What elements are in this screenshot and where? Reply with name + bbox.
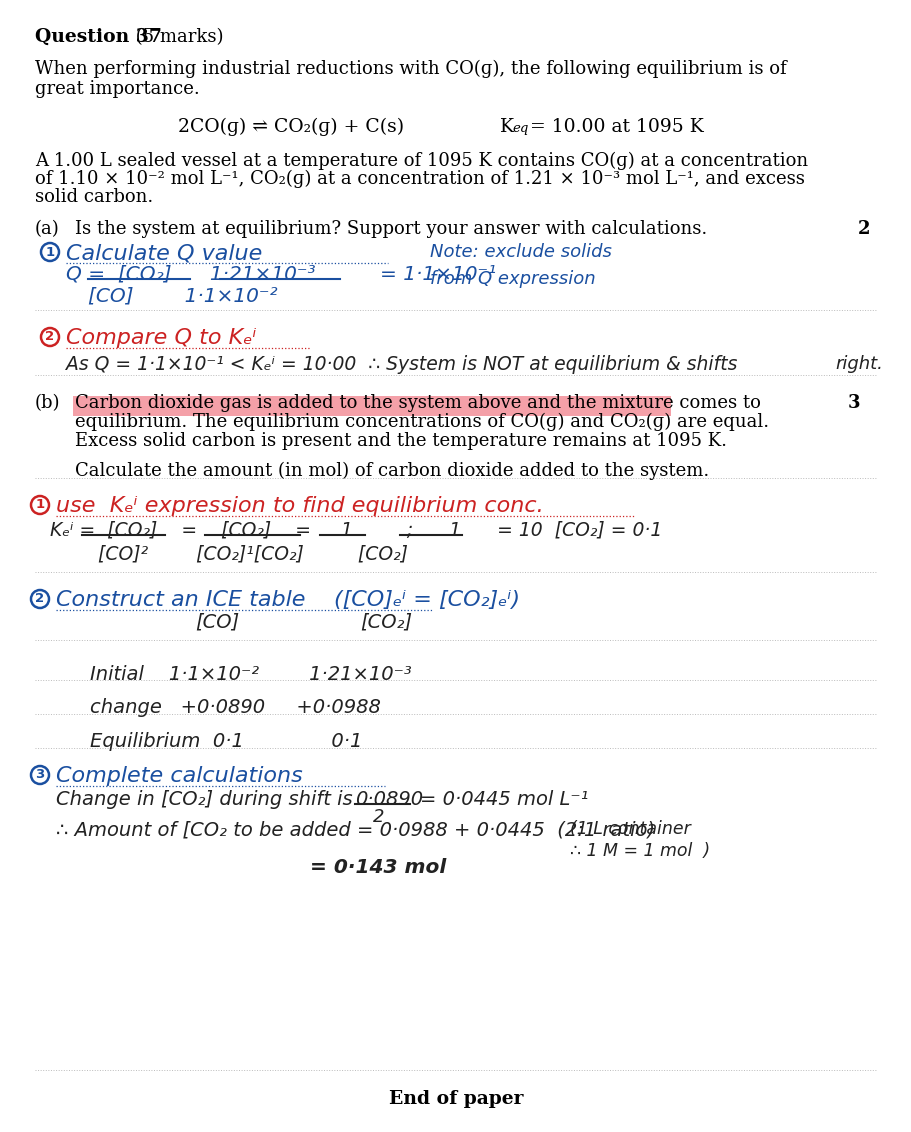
Text: [CO]²        [CO₂]¹[CO₂]         [CO₂]: [CO]² [CO₂]¹[CO₂] [CO₂]: [50, 544, 407, 564]
Text: End of paper: End of paper: [388, 1090, 523, 1108]
Text: = 0·143 mol: = 0·143 mol: [310, 858, 445, 877]
Text: Complete calculations: Complete calculations: [56, 766, 302, 786]
Text: 1: 1: [36, 498, 45, 512]
Text: (a): (a): [35, 220, 60, 238]
Text: 2: 2: [46, 331, 55, 343]
Text: Initial    1·1×10⁻²        1·21×10⁻³: Initial 1·1×10⁻² 1·21×10⁻³: [90, 664, 411, 684]
Text: use  Kₑⁱ expression to find equilibrium conc.: use Kₑⁱ expression to find equilibrium c…: [56, 496, 543, 516]
Text: A 1.00 L sealed vessel at a temperature of 1095 K contains CO(ɡ) at a concentrat: A 1.00 L sealed vessel at a temperature …: [35, 152, 807, 170]
Text: [CO]: [CO]: [195, 612, 239, 631]
Text: equilibrium. The equilibrium concentrations of CO(ɡ) and CO₂(ɡ) are equal.: equilibrium. The equilibrium concentrati…: [75, 413, 768, 431]
Text: Compare Q to Kₑⁱ: Compare Q to Kₑⁱ: [66, 328, 256, 348]
Text: Question 37: Question 37: [35, 28, 161, 46]
Text: K: K: [499, 118, 514, 136]
Text: change   +0·0890     +0·0988: change +0·0890 +0·0988: [90, 698, 381, 717]
Text: Q =  [CO₂]      1·21×10⁻³: Q = [CO₂] 1·21×10⁻³: [66, 265, 315, 284]
Text: 2: 2: [856, 220, 869, 238]
Text: Excess solid carbon is present and the temperature remains at 1095 K.: Excess solid carbon is present and the t…: [75, 432, 726, 451]
Text: 3: 3: [36, 769, 45, 781]
Text: Note: exclude solids: Note: exclude solids: [429, 243, 611, 261]
Text: 2CO(ɡ) ⇌ CO₂(ɡ) + C(ѕ): 2CO(ɡ) ⇌ CO₂(ɡ) + C(ѕ): [178, 118, 404, 136]
Text: from Q expression: from Q expression: [429, 271, 595, 288]
Text: Calculate Q value: Calculate Q value: [66, 243, 262, 263]
Text: ∴ 1 M = 1 mol  ): ∴ 1 M = 1 mol ): [569, 842, 710, 860]
Text: (5 marks): (5 marks): [130, 28, 223, 46]
Text: solid carbon.: solid carbon.: [35, 188, 153, 206]
Text: Is the system at equilibrium? Support your answer with calculations.: Is the system at equilibrium? Support yo…: [75, 220, 706, 238]
Text: (b): (b): [35, 394, 60, 412]
Text: ∴ Amount of [CO₂ to be added = 0·0988 + 0·0445  (2:1 ratio): ∴ Amount of [CO₂ to be added = 0·0988 + …: [56, 820, 654, 839]
Text: Kₑⁱ =  [CO₂]    =    [CO₂]    =     1         ;      1      = 10  [CO₂] = 0·1: Kₑⁱ = [CO₂] = [CO₂] = 1 ; 1 = 10 [CO₂] =…: [50, 520, 661, 539]
Text: Construct an ICE table    ([CO]ₑⁱ = [CO₂]ₑⁱ): Construct an ICE table ([CO]ₑⁱ = [CO₂]ₑⁱ…: [56, 590, 519, 610]
Text: = 1·1×10⁻¹: = 1·1×10⁻¹: [380, 265, 496, 284]
Text: = 10.00 at 1095 K: = 10.00 at 1095 K: [529, 118, 703, 136]
Text: 1: 1: [46, 246, 55, 258]
Text: (1 L container: (1 L container: [569, 820, 690, 838]
Text: 3: 3: [846, 394, 859, 412]
Text: 0·0890: 0·0890: [354, 790, 423, 809]
Text: 2: 2: [373, 808, 384, 826]
Text: Change in [CO₂] during shift is: Change in [CO₂] during shift is: [56, 790, 353, 809]
Text: 2: 2: [36, 592, 45, 606]
Text: Equilibrium  0·1              0·1: Equilibrium 0·1 0·1: [90, 732, 362, 751]
Text: eq: eq: [511, 122, 527, 135]
Text: [CO₂]: [CO₂]: [360, 612, 412, 631]
Text: [CO]        1·1×10⁻²: [CO] 1·1×10⁻²: [87, 288, 277, 306]
Text: Carbon dioxide gas is added to the system above and the mixture comes to: Carbon dioxide gas is added to the syste…: [75, 394, 760, 412]
Text: As Q = 1·1×10⁻¹ < Kₑⁱ = 10·00  ∴ System is NOT at equilibrium & shifts: As Q = 1·1×10⁻¹ < Kₑⁱ = 10·00 ∴ System i…: [66, 355, 737, 374]
Text: right.: right.: [834, 355, 882, 374]
Text: Calculate the amount (in mol) of carbon dioxide added to the system.: Calculate the amount (in mol) of carbon …: [75, 462, 709, 480]
Text: When performing industrial reductions with CO(ɡ), the following equilibrium is o: When performing industrial reductions wi…: [35, 60, 786, 78]
Text: = 0·0445 mol L⁻¹: = 0·0445 mol L⁻¹: [420, 790, 588, 809]
Bar: [73, 396, 670, 415]
Text: great importance.: great importance.: [35, 80, 200, 98]
Text: of 1.10 × 10⁻² mol L⁻¹, CO₂(ɡ) at a concentration of 1.21 × 10⁻³ mol L⁻¹, and ex: of 1.10 × 10⁻² mol L⁻¹, CO₂(ɡ) at a conc…: [35, 170, 804, 188]
